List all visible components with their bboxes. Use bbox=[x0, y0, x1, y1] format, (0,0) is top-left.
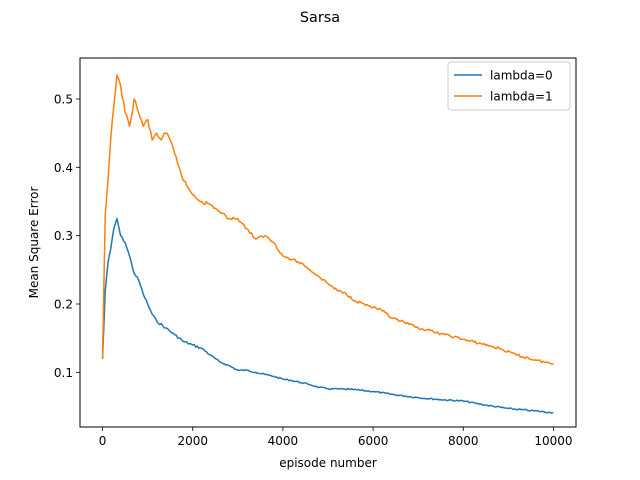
y-tick-label: 0.2 bbox=[54, 298, 73, 312]
series-line-lambda=1 bbox=[101, 74, 554, 365]
legend-box bbox=[447, 61, 571, 111]
x-tick-label: 6000 bbox=[358, 434, 389, 448]
x-tick-label: 2000 bbox=[177, 434, 208, 448]
legend-items: lambda=0 lambda=1 bbox=[454, 69, 553, 104]
axes-frame bbox=[79, 57, 577, 428]
legend-label: lambda=0 bbox=[490, 69, 553, 83]
x-tick-label: 10000 bbox=[534, 434, 572, 448]
legend: lambda=0 lambda=1 bbox=[447, 61, 571, 111]
series-line-lambda=0 bbox=[101, 217, 554, 414]
y-tick-label: 0.1 bbox=[54, 366, 73, 380]
y-tick-label: 0.4 bbox=[54, 161, 73, 175]
x-axis-label: episode number bbox=[279, 456, 377, 470]
y-tick-label: 0.5 bbox=[54, 93, 73, 107]
y-axis-label: Mean Square Error bbox=[27, 187, 41, 299]
chart-title: Sarsa bbox=[300, 10, 340, 26]
legend-label: lambda=1 bbox=[490, 90, 553, 104]
y-tick-label: 0.3 bbox=[54, 229, 73, 243]
series-layer bbox=[101, 74, 554, 414]
y-axis-ticks: 0.1 0.2 0.3 0.4 0.5 bbox=[54, 93, 80, 380]
x-tick-label: 0 bbox=[99, 434, 107, 448]
x-axis-ticks: 0 2000 4000 6000 8000 10000 bbox=[99, 427, 573, 448]
x-tick-label: 4000 bbox=[268, 434, 299, 448]
x-tick-label: 8000 bbox=[448, 434, 479, 448]
